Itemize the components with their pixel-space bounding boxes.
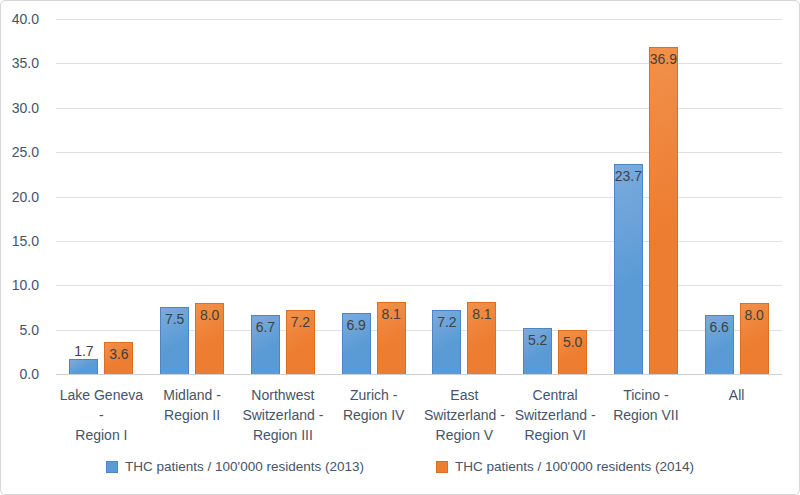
legend-entry-2013: THC patients / 100'000 residents (2013) — [106, 459, 364, 474]
bar-2014: 3.6 — [104, 342, 133, 374]
bar-group: 6.7 7.2 — [238, 19, 329, 374]
y-axis-tick-label: 40.0 — [12, 10, 39, 28]
bar-2014: 8.0 — [195, 303, 224, 374]
bar-2014: 8.1 — [467, 302, 496, 374]
x-axis-category-label: Northwest Switzerland - Region III — [238, 385, 329, 445]
bar-chart: 0.0 5.0 10.0 15.0 20.0 25.0 30.0 35.0 40.0 1.7 3.… — [0, 0, 800, 495]
data-label: 7.2 — [291, 314, 310, 330]
y-axis-tick-label: 35.0 — [12, 54, 39, 72]
bar-2014: 8.1 — [377, 302, 406, 374]
data-label: 6.7 — [256, 319, 275, 335]
y-axis-tick-label: 0.0 — [20, 365, 39, 383]
bar-group: 1.7 3.6 — [56, 19, 147, 374]
data-label: 7.2 — [437, 314, 456, 330]
x-axis-category-label: Ticino - Region VII — [601, 385, 692, 445]
data-label: 8.1 — [381, 306, 400, 322]
x-axis-category-label: East Switzerland - Region V — [419, 385, 510, 445]
bar-2013: 23.7 — [614, 164, 643, 374]
data-label: 6.9 — [346, 317, 365, 333]
data-label: 5.2 — [528, 332, 547, 348]
y-axis-tick-label: 5.0 — [20, 321, 39, 339]
legend-entry-2014: THC patients / 100'000 residents (2014) — [436, 459, 694, 474]
data-label: 36.9 — [650, 51, 677, 67]
bar-2014: 8.0 — [740, 303, 769, 374]
bar-2013: 6.7 — [251, 315, 280, 374]
bar-2014: 5.0 — [558, 330, 587, 374]
bar-2013: 6.9 — [342, 313, 371, 374]
x-axis-category-label: Midland - Region II — [147, 385, 238, 445]
legend-label-2013: THC patients / 100'000 residents (2013) — [125, 459, 364, 474]
legend-marker-2013-icon — [106, 461, 118, 473]
bar-group: 7.2 8.1 — [419, 19, 510, 374]
legend-marker-2014-icon — [436, 461, 448, 473]
y-axis-tick-label: 20.0 — [12, 188, 39, 206]
x-axis-category-label: Zurich - Region IV — [328, 385, 419, 445]
bar-2014: 7.2 — [286, 310, 315, 374]
data-label: 6.6 — [709, 319, 728, 335]
bar-group: 6.9 8.1 — [328, 19, 419, 374]
y-axis-tick-label: 15.0 — [12, 232, 39, 250]
bar-group: 5.2 5.0 — [510, 19, 601, 374]
legend: THC patients / 100'000 residents (2013) … — [1, 459, 799, 474]
data-label: 5.0 — [563, 334, 582, 350]
x-axis-category-label: Lake Geneva - Region I — [56, 385, 147, 445]
bar-2013: 7.5 — [160, 307, 189, 374]
bar-2013: 5.2 — [523, 328, 552, 374]
x-axis-labels: Lake Geneva - Region IMidland - Region I… — [56, 385, 782, 445]
y-axis-tick-label: 10.0 — [12, 276, 39, 294]
bar-2013: 6.6 — [705, 315, 734, 374]
bar-2014: 36.9 — [649, 47, 678, 374]
bar-group: 23.7 36.9 — [601, 19, 692, 374]
bar-2013: 7.2 — [432, 310, 461, 374]
bar-group: 7.5 8.0 — [147, 19, 238, 374]
x-axis-category-label: All — [691, 385, 782, 445]
data-label: 7.5 — [165, 311, 184, 327]
data-label: 1.7 — [74, 343, 93, 359]
data-label: 8.0 — [744, 307, 763, 323]
bar-group: 6.6 8.0 — [691, 19, 782, 374]
bar-2013: 1.7 — [69, 359, 98, 374]
data-label: 8.1 — [472, 306, 491, 322]
y-axis-tick-label: 30.0 — [12, 99, 39, 117]
x-axis-category-label: Central Switzerland - Region VI — [510, 385, 601, 445]
legend-label-2014: THC patients / 100'000 residents (2014) — [455, 459, 694, 474]
data-label: 23.7 — [615, 168, 642, 184]
plot-area: 1.7 3.6 7.5 8.0 6.7 7.2 6.9 8.1 7.2 8.1 5.2 5.0 23.7… — [56, 19, 782, 375]
data-label: 8.0 — [200, 307, 219, 323]
y-axis-tick-label: 25.0 — [12, 143, 39, 161]
data-label: 3.6 — [109, 346, 128, 362]
